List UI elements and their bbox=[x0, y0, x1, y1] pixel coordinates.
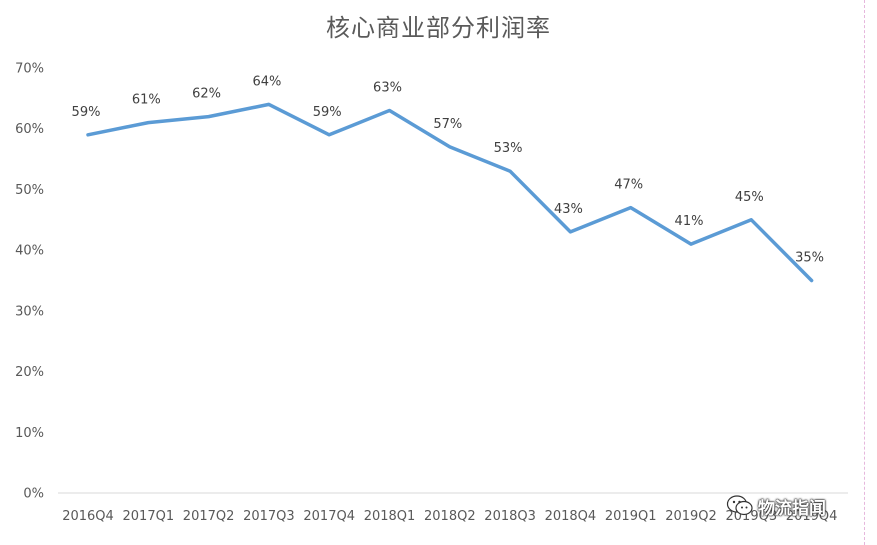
y-tick-label: 0% bbox=[23, 487, 44, 502]
data-label: 35% bbox=[795, 251, 824, 266]
data-label: 59% bbox=[313, 105, 342, 120]
data-label: 64% bbox=[252, 74, 281, 89]
x-tick-label: 2016Q4 bbox=[62, 509, 114, 524]
wechat-icon bbox=[726, 495, 753, 516]
data-label: 62% bbox=[192, 87, 221, 102]
image-edge-divider bbox=[864, 0, 867, 545]
chart-title: 核心商业部分利润率 bbox=[326, 14, 551, 42]
data-labels: 59% 61% 62% 64% 59% 63% 57% 53% 43% 47% 41% 45% 35% bbox=[72, 74, 825, 265]
x-tick-label: 2018Q4 bbox=[545, 509, 597, 524]
data-label: 41% bbox=[675, 214, 704, 229]
data-label: 45% bbox=[735, 190, 764, 205]
x-tick-label: 2017Q4 bbox=[303, 509, 355, 524]
y-tick-label: 20% bbox=[15, 365, 44, 380]
data-label: 61% bbox=[132, 93, 161, 108]
x-tick-label: 2017Q1 bbox=[123, 509, 175, 524]
data-label: 43% bbox=[554, 202, 583, 217]
x-tick-label: 2018Q3 bbox=[484, 509, 536, 524]
data-label: 59% bbox=[72, 105, 101, 120]
y-tick-label: 60% bbox=[15, 122, 44, 137]
y-tick-label: 40% bbox=[15, 244, 44, 259]
y-tick-label: 10% bbox=[15, 426, 44, 441]
data-label: 53% bbox=[494, 141, 523, 156]
x-tick-label: 2019Q2 bbox=[665, 509, 717, 524]
x-tick-label: 2017Q2 bbox=[183, 509, 235, 524]
x-tick-label: 2017Q3 bbox=[243, 509, 295, 524]
y-tick-label: 50% bbox=[15, 183, 44, 198]
data-label: 47% bbox=[614, 178, 643, 193]
data-label: 63% bbox=[373, 81, 402, 96]
x-tick-label: 2018Q2 bbox=[424, 509, 476, 524]
y-axis-tick-labels: 0% 10% 20% 30% 40% 50% 60% 70% bbox=[15, 62, 44, 502]
y-tick-label: 70% bbox=[15, 62, 44, 77]
x-tick-label: 2018Q1 bbox=[364, 509, 416, 524]
y-tick-label: 30% bbox=[15, 304, 44, 319]
watermark: 物流指闻 bbox=[726, 492, 826, 520]
x-tick-label: 2019Q4 bbox=[786, 509, 838, 524]
watermark-text: 物流指闻 bbox=[758, 498, 826, 519]
x-tick-label: 2019Q1 bbox=[605, 509, 657, 524]
series-layer bbox=[86, 102, 814, 283]
data-label: 57% bbox=[433, 117, 462, 132]
